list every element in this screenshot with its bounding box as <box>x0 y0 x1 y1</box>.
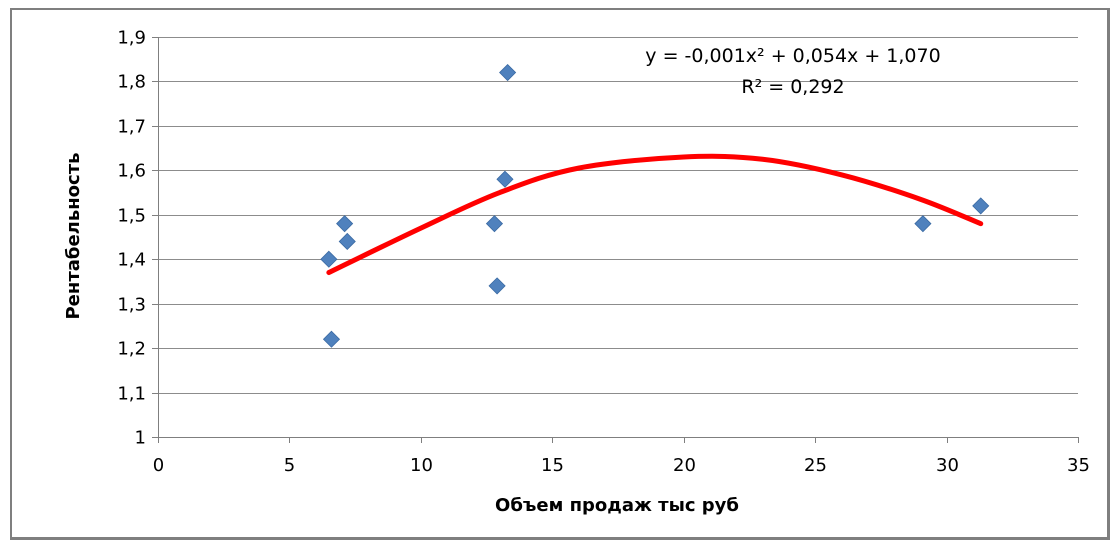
data-point <box>914 215 932 233</box>
data-point <box>496 170 514 188</box>
data-point <box>499 63 517 82</box>
trendline-equation: y = -0,001x² + 0,054x + 1,070 <box>645 45 940 67</box>
trendline-r-squared: R² = 0,292 <box>741 76 844 98</box>
data-point <box>972 197 990 215</box>
data-point <box>338 232 356 251</box>
tick-labels: 1 1,1 1,2 1,3 1,4 1,5 1,6 1,7 1,8 1,9 0 5 10 15 20 25 30… <box>117 28 1090 477</box>
y-tick-label: 1,8 <box>117 72 146 93</box>
y-axis-title: Рентабельность <box>63 152 84 319</box>
x-tick-label: 0 <box>153 455 164 476</box>
y-tick-label: 1,3 <box>117 295 146 316</box>
x-tick-label: 10 <box>410 455 433 476</box>
y-tick-label: 1,7 <box>117 117 146 138</box>
x-tick-label: 15 <box>541 455 564 476</box>
trendline <box>326 153 984 276</box>
gridlines <box>158 37 1078 394</box>
data-point <box>336 215 354 233</box>
y-tick-label: 1,4 <box>117 250 146 271</box>
data-point <box>320 250 338 268</box>
data-point <box>488 277 506 295</box>
y-tick-label: 1,9 <box>117 28 146 49</box>
x-axis-title: Объем продаж тыс руб <box>495 495 739 516</box>
data-point <box>485 215 504 233</box>
chart-area <box>10 8 1110 540</box>
y-tick-label: 1 <box>135 428 146 449</box>
trendline-curve <box>326 153 984 276</box>
y-tick-label: 1,2 <box>117 339 146 360</box>
x-tick-label: 25 <box>804 455 827 476</box>
x-tick-label: 5 <box>284 455 295 476</box>
x-tick-label: 35 <box>1067 455 1090 476</box>
y-tick-label: 1,1 <box>117 384 146 405</box>
data-point <box>322 330 341 348</box>
x-tick-label: 20 <box>673 455 696 476</box>
y-tick-label: 1,6 <box>117 161 146 182</box>
y-tick-label: 1,5 <box>117 206 146 227</box>
x-tick-label: 30 <box>936 455 959 476</box>
axes <box>152 37 1079 443</box>
data-points <box>320 63 990 348</box>
